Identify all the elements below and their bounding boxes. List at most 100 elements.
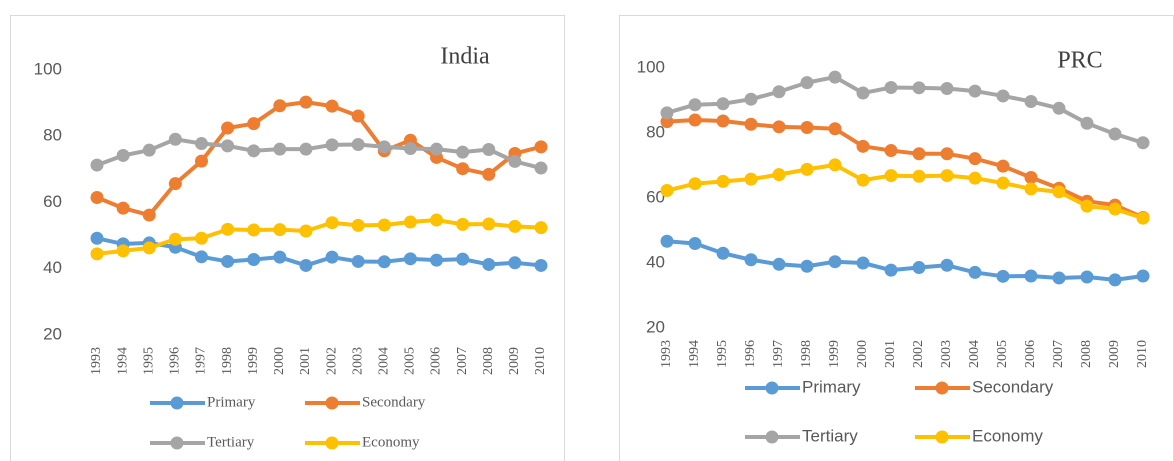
data-point [90,231,104,245]
data-point [168,132,182,146]
data-point [912,261,926,275]
data-point [772,168,786,182]
data-point [940,81,954,95]
data-point [828,255,842,269]
data-point [482,217,496,231]
data-point [744,117,758,131]
legend-label: Economy [362,434,420,450]
data-point [996,159,1010,173]
data-point [299,258,313,272]
data-point [856,256,870,270]
data-point [968,265,982,279]
data-point [688,237,702,250]
legend-label: Tertiary [207,434,255,450]
x-tick-label: 1999 [827,340,842,368]
y-tick-label: 60 [646,187,665,206]
x-tick-label: 2000 [272,347,287,375]
data-point [456,162,470,176]
legend-marker [170,436,184,450]
data-point [1052,101,1066,115]
legend-marker [935,381,949,395]
data-point [456,217,470,231]
data-point [273,99,287,113]
data-point [508,256,522,270]
data-point [1136,136,1150,150]
data-point [968,84,982,98]
x-tick-label: 1995 [715,340,730,368]
x-tick-label: 2002 [324,347,339,375]
data-point [688,98,702,112]
data-point [221,222,235,236]
data-point [247,252,261,266]
data-point [325,138,339,152]
data-point [377,255,391,269]
x-tick-label: 1995 [141,347,156,375]
data-point [90,158,104,172]
x-tick-label: 2006 [429,347,444,375]
y-tick-label: 60 [43,192,62,211]
data-point [116,148,130,162]
data-point [1108,273,1122,287]
y-tick-label: 40 [43,258,62,277]
data-point [1080,270,1094,284]
data-point [800,259,814,273]
legend-label: Primary [802,377,861,396]
y-tick-label: 80 [43,126,62,145]
data-point [456,252,470,266]
data-point [912,81,926,95]
data-point [1024,171,1038,185]
data-point [508,219,522,233]
legend-marker [765,381,779,395]
data-point [800,76,814,90]
data-point [1080,116,1094,130]
data-point [1052,185,1066,199]
x-tick-label: 2005 [403,347,418,375]
x-tick-label: 2007 [1051,340,1066,368]
data-point [194,137,208,151]
data-point [194,250,208,264]
data-point [968,171,982,185]
data-point [299,142,313,156]
x-tick-label: 1999 [246,347,261,375]
data-point [800,162,814,176]
x-tick-label: 2008 [1079,340,1094,368]
legend-label: Tertiary [802,426,858,445]
data-point [800,120,814,134]
x-tick-label: 1996 [743,340,758,368]
data-point [194,154,208,168]
data-point [351,109,365,123]
data-point [884,81,898,94]
x-tick-label: 1994 [687,340,702,368]
data-point [856,173,870,187]
data-point [377,218,391,232]
data-point [856,139,870,153]
x-tick-label: 2005 [995,340,1010,368]
x-tick-label: 2007 [455,347,470,375]
legend-marker [170,396,184,410]
data-point [828,158,842,172]
data-point [142,241,156,255]
x-tick-label: 2004 [967,340,982,368]
x-tick-label: 1998 [220,347,235,375]
legend-marker [325,396,339,410]
legend-marker [765,430,779,444]
data-point [299,224,313,238]
data-point [403,252,417,266]
data-point [688,177,702,191]
data-point [716,246,730,260]
data-point [828,122,842,136]
x-tick-label: 2003 [350,347,365,375]
x-tick-label: 2010 [533,347,548,375]
data-point [1136,211,1150,225]
legend-marker [935,430,949,444]
data-point [1052,271,1066,285]
x-tick-label: 2000 [855,340,870,368]
data-point [1024,94,1038,108]
x-tick-label: 1996 [168,347,183,375]
data-point [940,258,954,272]
data-point [325,250,339,264]
data-point [534,140,548,154]
data-point [351,218,365,232]
chart-title: India [440,44,490,70]
data-point [1024,182,1038,196]
